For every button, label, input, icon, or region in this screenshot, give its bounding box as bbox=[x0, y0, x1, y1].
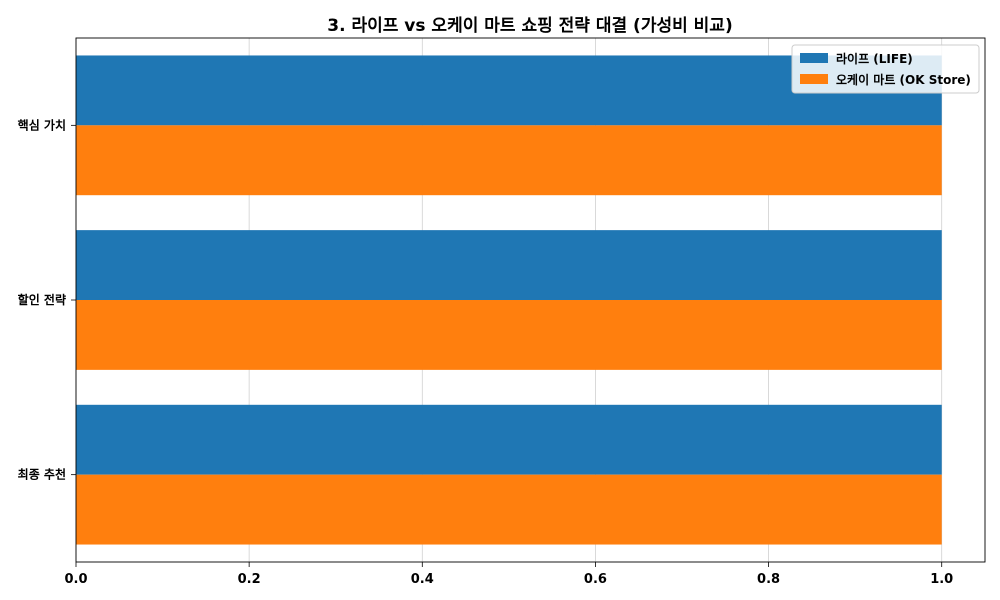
legend-label: 라이프 (LIFE) bbox=[836, 51, 913, 66]
x-tick-label: 0.0 bbox=[64, 572, 87, 587]
x-tick-label: 1.0 bbox=[930, 572, 953, 587]
legend: 라이프 (LIFE) 오케이 마트 (OK Store) bbox=[791, 44, 980, 94]
bars-layer bbox=[76, 55, 942, 545]
y-tick-label: 최종 추천 bbox=[18, 467, 66, 482]
legend-box bbox=[791, 44, 980, 94]
legend-label: 오케이 마트 (OK Store) bbox=[836, 72, 971, 87]
x-tick-label: 0.2 bbox=[238, 572, 261, 587]
x-tick-label: 0.8 bbox=[757, 572, 780, 587]
bar bbox=[76, 404, 942, 475]
y-tick-label: 핵심 가치 bbox=[18, 117, 66, 132]
bar bbox=[76, 474, 942, 545]
chart-title: 3. 라이프 vs 오케이 마트 쇼핑 전략 대결 (가성비 비교) bbox=[327, 16, 732, 36]
legend-swatch bbox=[800, 74, 828, 84]
bar bbox=[76, 125, 942, 196]
bar bbox=[76, 300, 942, 370]
legend-swatch bbox=[800, 53, 828, 63]
x-tick-label: 0.6 bbox=[584, 572, 607, 587]
y-tick-label: 할인 전략 bbox=[18, 292, 66, 307]
x-tick-label: 0.4 bbox=[411, 572, 434, 587]
bar bbox=[76, 230, 942, 300]
plot-frame bbox=[75, 37, 986, 563]
